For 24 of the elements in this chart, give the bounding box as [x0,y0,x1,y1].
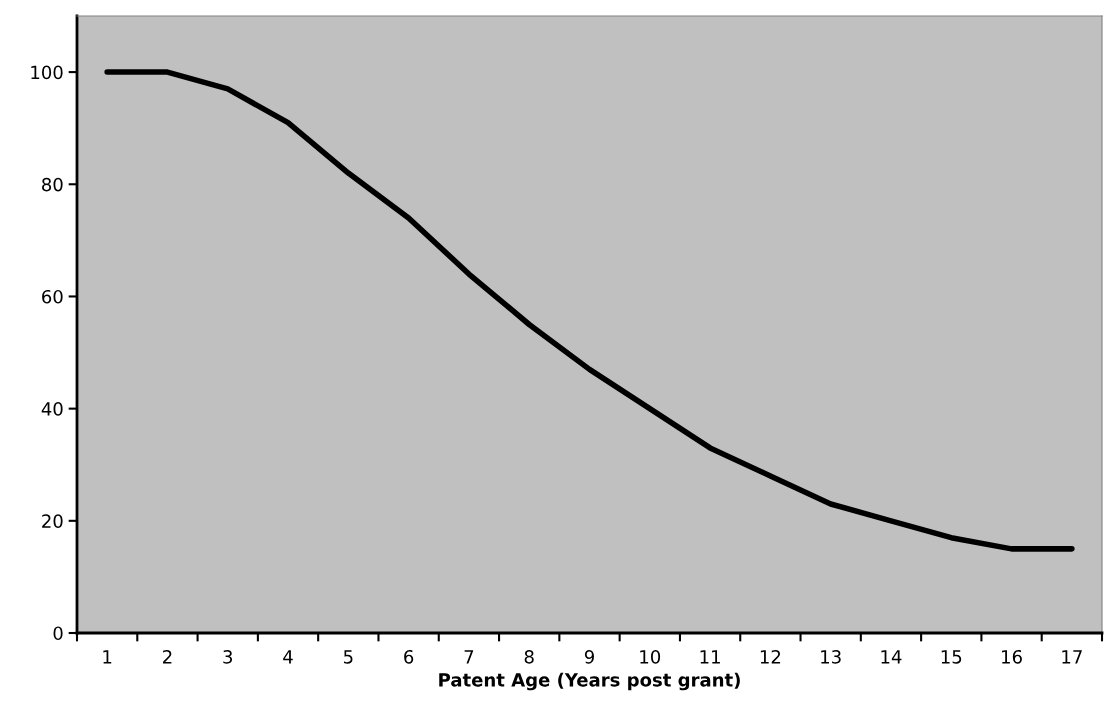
x-tick-label: 2 [163,649,172,664]
y-tick-label: 60 [42,289,63,304]
x-tick-label: 1 [103,650,112,664]
x-tick-label: 14 [881,650,902,664]
y-tick-label: 0 [53,626,63,641]
x-tick-label: 10 [640,649,661,664]
x-tick-label: 13 [821,649,841,664]
x-axis-title: Patent Age (Years post grant) [439,672,740,691]
x-tick-label: 15 [941,650,962,664]
y-tick-label: 100 [31,65,63,80]
x-tick-label: 3 [223,649,233,664]
x-tick-label: 17 [1062,650,1082,664]
x-tick-label: 6 [404,649,414,664]
y-tick-label: 20 [42,514,63,528]
x-tick-label: 11 [700,650,720,664]
x-tick-label: 5 [343,650,353,664]
x-tick-label: 4 [283,650,293,664]
x-tick-label: 8 [524,649,534,664]
y-tick-label: 40 [41,402,63,416]
x-tick-label: 7 [464,650,474,664]
y-tick-label: 80 [42,177,63,192]
x-tick-label: 12 [760,649,781,664]
x-tick-label: 16 [1002,649,1022,664]
x-tick-label: 9 [584,649,594,664]
